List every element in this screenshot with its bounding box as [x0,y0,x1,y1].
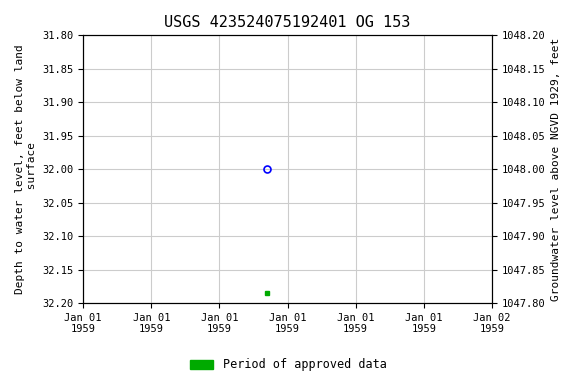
Y-axis label: Groundwater level above NGVD 1929, feet: Groundwater level above NGVD 1929, feet [551,38,561,301]
Title: USGS 423524075192401 OG 153: USGS 423524075192401 OG 153 [164,15,411,30]
Legend: Period of approved data: Period of approved data [185,354,391,376]
Y-axis label: Depth to water level, feet below land
 surface: Depth to water level, feet below land su… [15,44,37,294]
